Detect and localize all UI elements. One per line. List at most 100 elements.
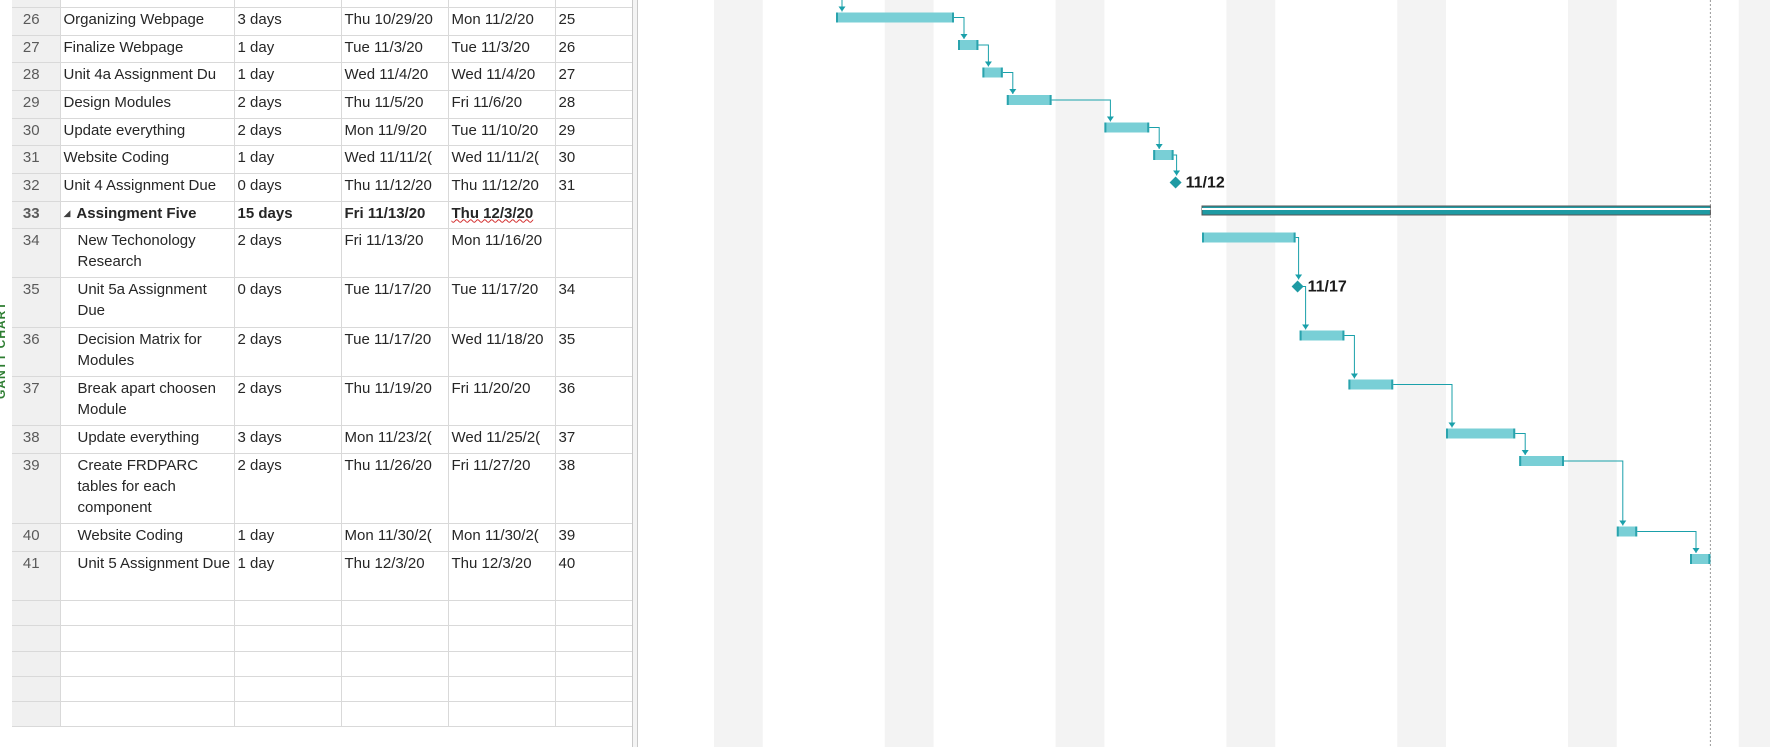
task-bar-end-cap[interactable] (976, 40, 979, 50)
empty-cell[interactable] (234, 701, 342, 728)
task-bar[interactable] (1690, 554, 1711, 564)
task-id-cell[interactable]: 27 (12, 35, 61, 64)
task-row[interactable]: 40 Website Coding 1 day Mon 11/30/2(Mon 11/… (12, 523, 633, 553)
empty-cell[interactable] (12, 676, 61, 702)
task-bar[interactable] (1446, 428, 1516, 439)
task-name-cell[interactable]: Calculations of Design (60, 0, 235, 9)
task-id-cell[interactable]: 33 (12, 201, 61, 230)
task-bar-end-cap[interactable] (1562, 456, 1564, 466)
empty-cell[interactable] (555, 676, 633, 702)
task-bar-start-cap[interactable] (1299, 330, 1302, 341)
task-predecessors-cell[interactable] (555, 201, 633, 230)
task-predecessors-cell[interactable] (555, 228, 633, 279)
task-name-cell[interactable]: Unit 5a Assignment Due (60, 277, 235, 328)
task-name-cell[interactable]: Create FRDPARC tables for each component (60, 453, 235, 525)
task-bar[interactable] (1153, 150, 1174, 160)
empty-cell[interactable] (448, 625, 556, 652)
task-id-cell[interactable]: 38 (12, 425, 61, 454)
task-finish-cell[interactable]: Tue 11/17/20 (448, 277, 556, 328)
empty-cell[interactable] (448, 651, 556, 677)
task-bar-start-cap[interactable] (1519, 456, 1522, 466)
task-bar-start-cap[interactable] (958, 40, 960, 50)
task-id-cell[interactable]: 28 (12, 62, 61, 91)
task-name-cell[interactable]: Unit 5 Assignment Due (60, 551, 235, 602)
task-finish-cell[interactable]: Thu 12/3/20 (448, 201, 556, 230)
task-duration-cell[interactable]: 0 days (234, 277, 342, 328)
task-predecessors-cell[interactable]: 25 (555, 7, 633, 36)
task-predecessors-cell[interactable]: 37 (555, 425, 633, 454)
task-name-cell[interactable]: Decision Matrix for Modules (60, 327, 235, 377)
empty-cell[interactable] (341, 651, 449, 677)
task-finish-cell[interactable]: Fri 11/6/20 (448, 90, 556, 119)
task-start-cell[interactable]: Thu 12/3/20 (341, 551, 449, 602)
task-start-cell[interactable]: Thu 11/12/20 (341, 173, 449, 202)
task-name-cell[interactable]: ◢ Assingment Five (60, 201, 235, 230)
task-name-cell[interactable]: Break apart choosen Module (60, 376, 235, 427)
task-bar[interactable] (1202, 232, 1296, 243)
empty-cell[interactable] (341, 625, 449, 652)
empty-row[interactable] (12, 651, 633, 677)
task-row[interactable]: 35 Unit 5a Assignment Due 0 days Tue 11/17/… (12, 277, 633, 328)
task-bar-end-cap[interactable] (1147, 122, 1150, 133)
task-bar-start-cap[interactable] (1690, 554, 1692, 564)
task-row[interactable]: 26 Organizing Webpage 3 days Thu 10/29/20 Mo… (12, 7, 633, 36)
task-bar-start-cap[interactable] (1348, 379, 1351, 390)
task-finish-cell[interactable]: Wed 10/28/2( (448, 0, 556, 9)
task-start-cell[interactable]: Mon 11/9/20 (341, 118, 449, 147)
task-duration-cell[interactable]: 2 days (234, 228, 342, 279)
task-start-cell[interactable]: Tue 11/17/20 (341, 277, 449, 328)
task-finish-cell[interactable]: Wed 11/11/2( (448, 145, 556, 174)
task-predecessors-cell[interactable]: 39 (555, 523, 633, 553)
empty-cell[interactable] (12, 701, 61, 728)
task-bar-start-cap[interactable] (1153, 150, 1156, 160)
milestone-diamond[interactable] (1169, 176, 1182, 189)
task-bar-start-cap[interactable] (1202, 232, 1204, 243)
task-row[interactable]: 38 Update everything 3 days Mon 11/23/2(Wed… (12, 425, 633, 454)
view-bar-label[interactable]: GANTT CHART (0, 301, 8, 399)
task-row[interactable]: 30 Update everything 2 days Mon 11/9/20 Tue … (12, 118, 633, 147)
task-name-cell[interactable]: Website Coding (60, 523, 235, 553)
task-name-cell[interactable]: Update everything (60, 425, 235, 454)
task-row[interactable]: 37 Break apart choosen Module 2 days Thu 11… (12, 376, 633, 427)
task-bar-start-cap[interactable] (1446, 428, 1448, 439)
task-duration-cell[interactable]: 2 days (234, 453, 342, 525)
task-bar-end-cap[interactable] (1708, 554, 1711, 564)
task-duration-cell[interactable]: 3 days (234, 425, 342, 454)
task-finish-cell[interactable]: Tue 11/10/20 (448, 118, 556, 147)
empty-cell[interactable] (341, 676, 449, 702)
task-id-cell[interactable]: 41 (12, 551, 61, 602)
task-row[interactable]: 28 Unit 4a Assignment Du 1 day Wed 11/4/20 W… (12, 62, 633, 91)
task-start-cell[interactable]: Wed 11/4/20 (341, 62, 449, 91)
task-start-cell[interactable]: Mon 11/23/2( (341, 425, 449, 454)
task-start-cell[interactable]: Wed 10/28/2( (341, 0, 449, 9)
empty-cell[interactable] (60, 651, 235, 677)
task-bar-start-cap[interactable] (1104, 122, 1107, 133)
task-row[interactable]: 32 Unit 4 Assignment Due 0 days Thu 11/12/2… (12, 173, 633, 202)
view-splitter[interactable] (632, 0, 638, 747)
task-id-cell[interactable]: 39 (12, 453, 61, 525)
empty-cell[interactable] (12, 625, 61, 652)
empty-cell[interactable] (555, 625, 633, 652)
task-finish-cell[interactable]: Thu 11/12/20 (448, 173, 556, 202)
task-bar[interactable] (1104, 122, 1150, 133)
task-finish-cell[interactable]: Mon 11/16/20 (448, 228, 556, 279)
task-duration-cell[interactable]: 3 days (234, 7, 342, 36)
task-name-cell[interactable]: Organizing Webpage (60, 7, 235, 36)
task-row[interactable]: 36 Decision Matrix for Modules 2 days Tue 1… (12, 327, 633, 377)
empty-row[interactable] (12, 625, 633, 652)
empty-row[interactable] (12, 701, 633, 728)
task-finish-cell[interactable]: Fri 11/27/20 (448, 453, 556, 525)
task-bar[interactable] (1616, 526, 1638, 537)
collapse-caret-icon[interactable]: ◢ (63, 207, 71, 218)
task-id-cell[interactable]: 29 (12, 90, 61, 119)
task-start-cell[interactable]: Thu 10/29/20 (341, 7, 449, 36)
task-bar[interactable] (836, 12, 954, 23)
empty-cell[interactable] (341, 600, 449, 627)
task-bar-end-cap[interactable] (1171, 150, 1174, 160)
task-name-cell[interactable]: Website Coding (60, 145, 235, 174)
task-id-cell[interactable]: 35 (12, 277, 61, 328)
task-row[interactable]: 27 Finalize Webpage 1 day Tue 11/3/20 Tue 11… (12, 35, 633, 64)
task-start-cell[interactable]: Thu 11/5/20 (341, 90, 449, 119)
task-start-cell[interactable]: Tue 11/17/20 (341, 327, 449, 377)
task-duration-cell[interactable]: 1 day (234, 145, 342, 174)
